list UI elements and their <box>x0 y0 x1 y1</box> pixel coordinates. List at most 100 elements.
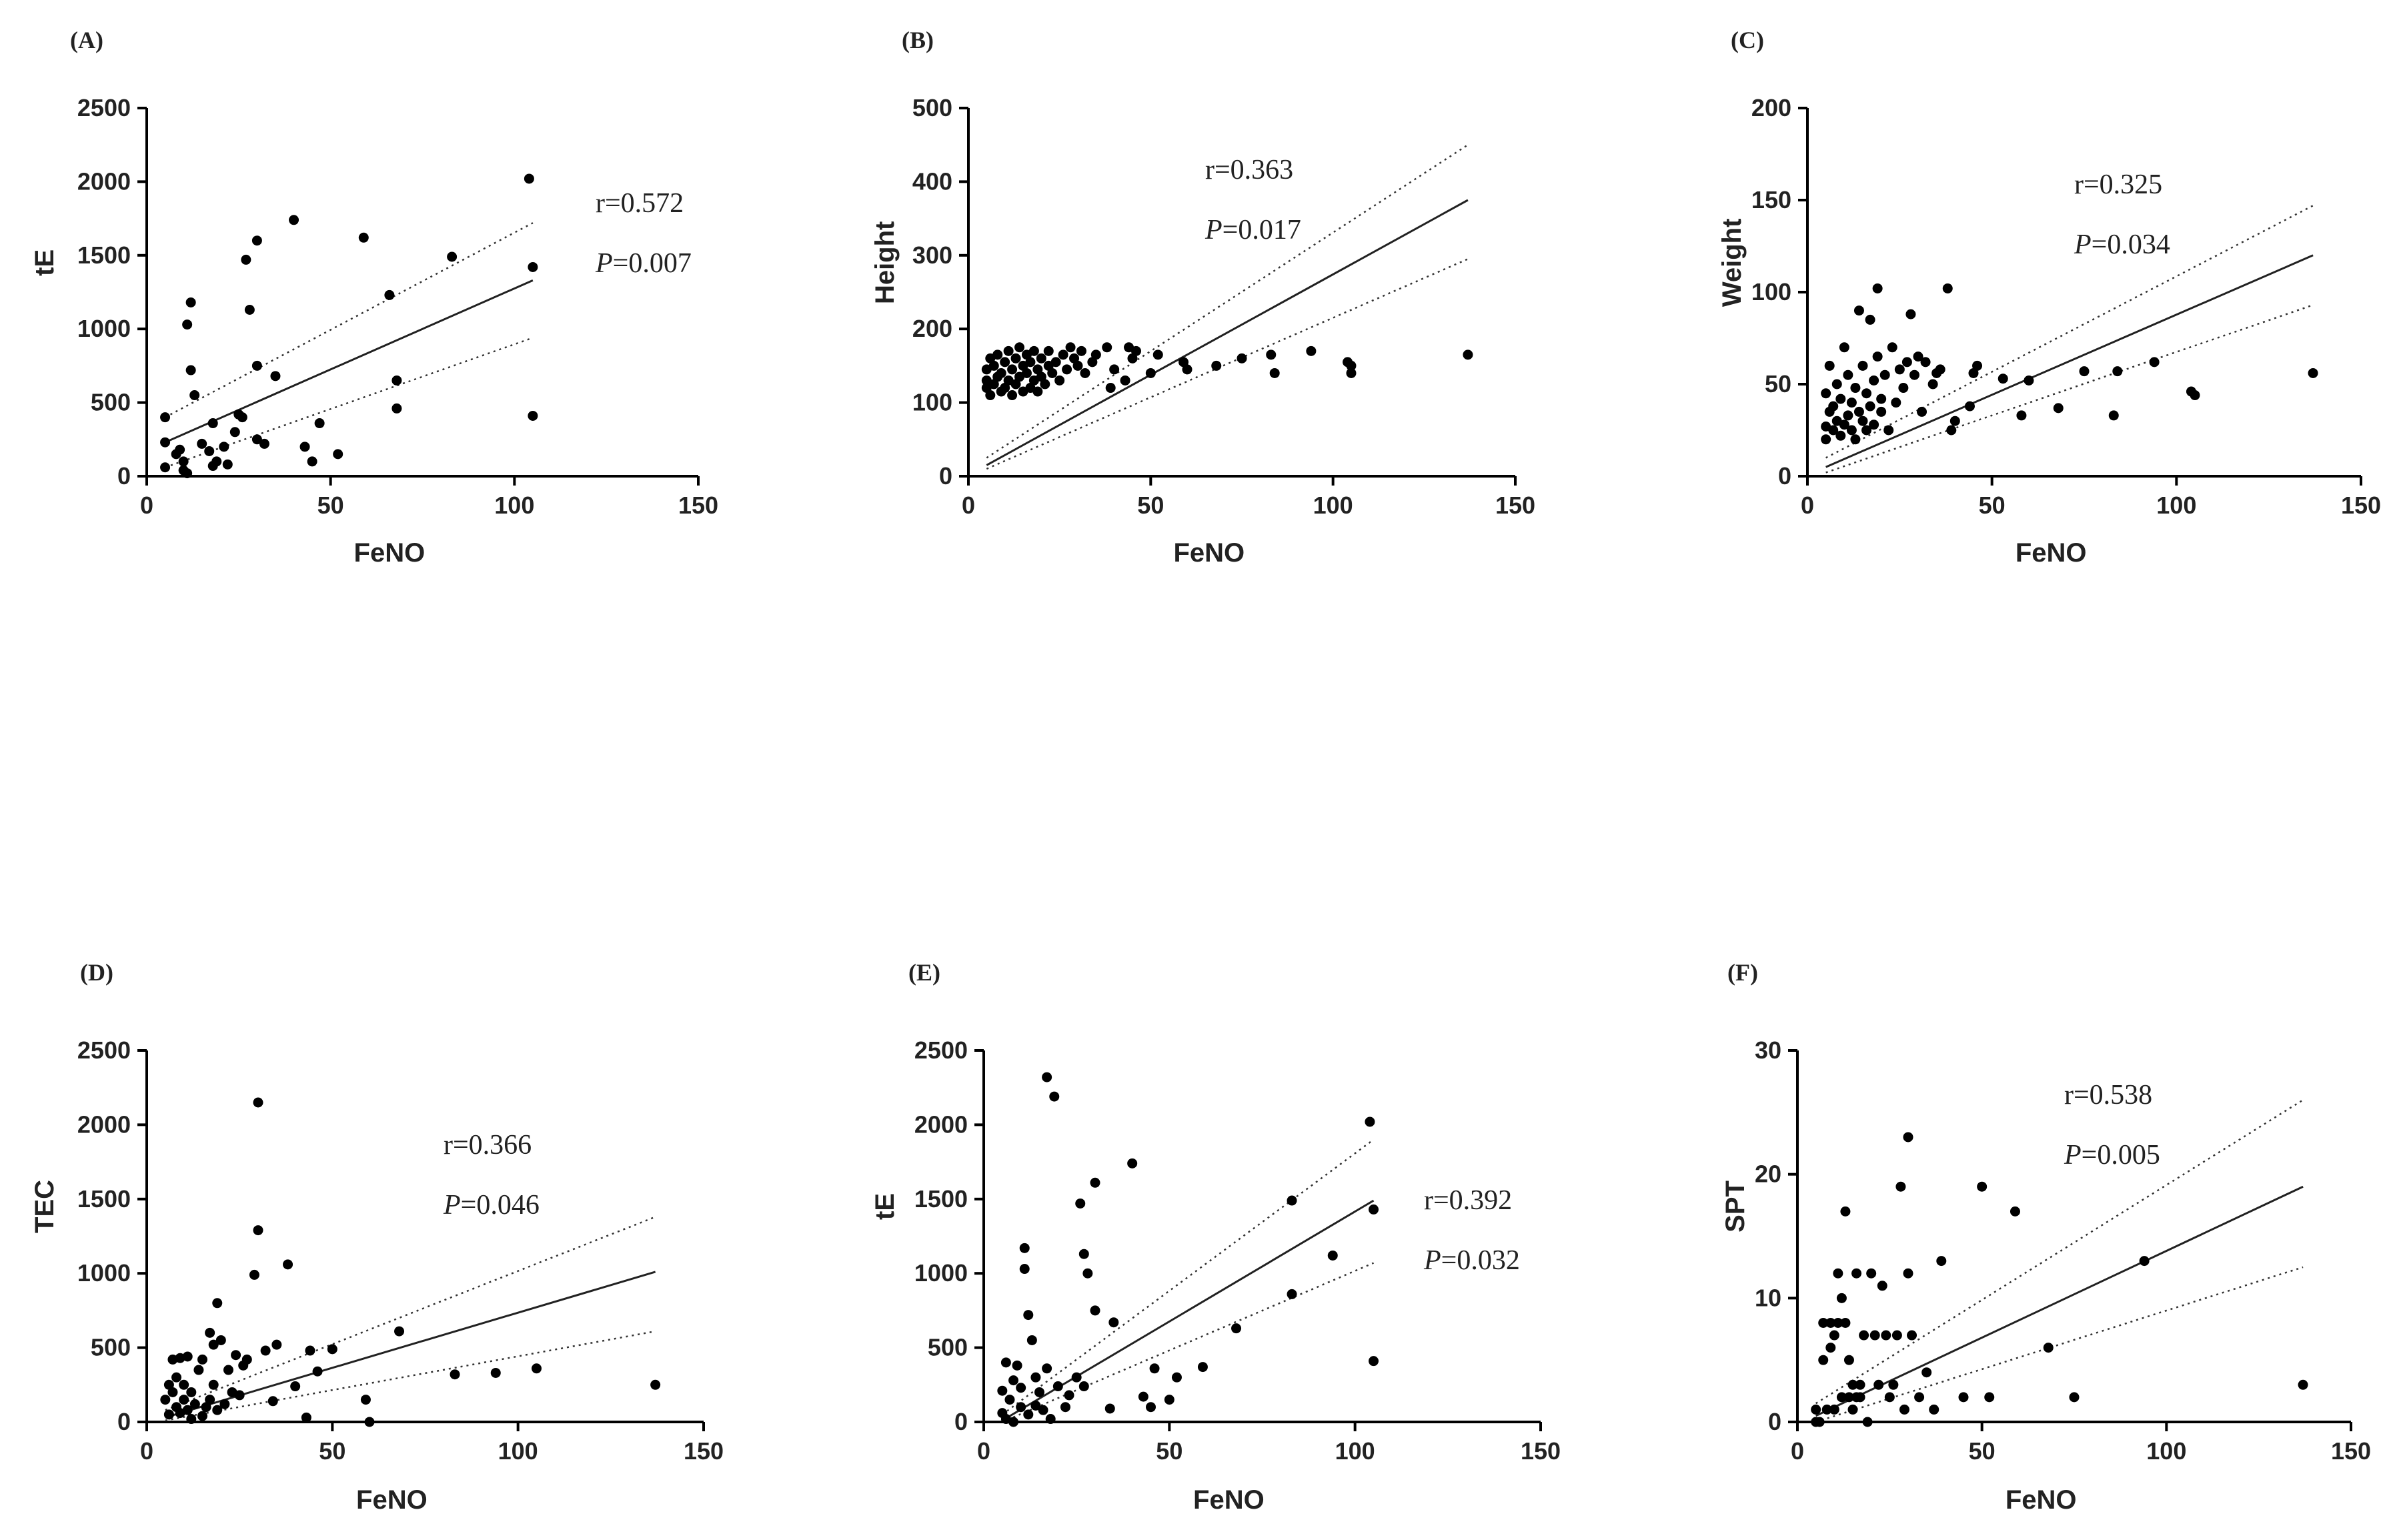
x-tick-label: 50 <box>317 492 344 519</box>
x-tick-label: 0 <box>1791 1437 1804 1465</box>
x-tick-label: 100 <box>2146 1437 2186 1465</box>
x-tick-label: 0 <box>1801 492 1814 519</box>
data-point <box>289 215 299 225</box>
x-axis-label: FeNO <box>2006 1485 2077 1515</box>
data-point <box>1818 1317 1829 1328</box>
data-point <box>650 1379 661 1390</box>
data-point <box>1884 1392 1895 1403</box>
data-point <box>1821 388 1831 399</box>
data-point <box>1062 364 1072 375</box>
data-point <box>1050 357 1061 367</box>
y-tick-label: 400 <box>912 167 952 195</box>
regression-line <box>1815 1185 2304 1417</box>
data-point <box>1028 345 1039 356</box>
data-point <box>251 434 262 445</box>
data-point <box>1036 353 1046 363</box>
data-point <box>1862 1417 1873 1427</box>
data-point <box>1821 421 1831 432</box>
data-point <box>2308 367 2318 378</box>
data-point <box>1843 369 1853 380</box>
data-point <box>1000 357 1010 367</box>
ci-upper-line <box>164 222 534 418</box>
x-tick-label: 150 <box>2331 1437 2371 1465</box>
data-point <box>2010 1206 2020 1217</box>
x-tick-label: 0 <box>962 492 975 519</box>
data-point <box>208 1379 219 1390</box>
data-point <box>1887 342 1897 353</box>
y-tick-label: 2000 <box>914 1110 968 1138</box>
y-tick-label: 30 <box>1755 1036 1781 1064</box>
data-point <box>167 1354 178 1365</box>
ci-upper-line <box>1815 1099 2304 1405</box>
data-point <box>175 444 185 455</box>
data-point <box>1016 1402 1026 1413</box>
data-point <box>1237 353 1247 363</box>
data-point <box>1049 1091 1060 1102</box>
data-point <box>1814 1417 1825 1427</box>
data-point <box>1346 367 1357 378</box>
data-point <box>1946 425 1957 436</box>
regression-line <box>1002 1199 1375 1422</box>
data-point <box>1936 1256 1947 1267</box>
data-point <box>1869 375 1879 386</box>
data-point <box>1306 345 1317 356</box>
y-tick-label: 0 <box>939 462 952 490</box>
data-point <box>189 390 200 401</box>
data-point <box>160 412 171 423</box>
data-point <box>524 173 534 184</box>
scatter-panel: (C) 0 50 100 150 200 0 50 100 150 FeNO Weight r=0.32… <box>1717 27 2381 568</box>
data-point <box>253 1225 263 1236</box>
data-point <box>1052 1381 1063 1392</box>
data-point <box>1921 1367 1932 1378</box>
data-point <box>212 1298 223 1309</box>
data-point <box>1833 1268 1843 1279</box>
data-point <box>1903 1268 1913 1279</box>
data-point <box>1909 369 1919 380</box>
data-point <box>1127 1158 1138 1169</box>
p-symbol: P <box>1423 1245 1441 1276</box>
ci-upper-line <box>1002 1138 1375 1415</box>
data-point <box>1888 1379 1899 1390</box>
data-point <box>237 412 247 423</box>
x-tick-label: 100 <box>2156 492 2196 519</box>
data-point <box>1853 305 1864 316</box>
p-number: =0.034 <box>2092 229 2170 260</box>
data-point <box>1903 1132 1913 1142</box>
data-point <box>1047 367 1058 378</box>
data-point <box>997 1385 1008 1396</box>
data-point <box>2079 366 2090 377</box>
data-point <box>1831 379 1842 390</box>
scatter-panel: (A) 0 500 1000 1500 2000 2500 0 50 100 150 FeNO tE r=… <box>30 27 718 568</box>
data-point <box>1853 406 1864 417</box>
data-point <box>182 1405 193 1415</box>
p-number: =0.005 <box>2082 1140 2160 1171</box>
p-value: P=0.034 <box>2074 229 2170 260</box>
data-point <box>244 304 255 315</box>
r-value: r=0.325 <box>2074 169 2162 200</box>
y-tick-label: 500 <box>91 1334 131 1361</box>
data-point <box>1012 1360 1022 1371</box>
data-point <box>1054 375 1065 386</box>
data-point <box>312 1366 323 1377</box>
data-point <box>1004 1395 1015 1405</box>
panel-label: (B) <box>902 27 934 53</box>
x-tick-label: 50 <box>1979 492 2006 519</box>
data-point <box>1064 1390 1074 1401</box>
scatter-panel: (F) 0 10 20 30 0 50 100 150 FeNO SPT r=0.538 P=0.005 <box>1721 959 2371 1515</box>
data-point <box>1883 425 1894 436</box>
data-point <box>2112 366 2123 377</box>
data-point <box>185 365 196 375</box>
data-point <box>1019 1264 1030 1275</box>
data-point <box>271 1339 282 1350</box>
regression-line <box>986 199 1469 466</box>
data-point <box>207 418 218 429</box>
data-point <box>2069 1392 2080 1403</box>
data-point <box>1873 1379 1884 1390</box>
y-axis-label: tE <box>870 1193 900 1220</box>
y-tick-label: 2500 <box>77 94 131 121</box>
y-tick-label: 1000 <box>77 1259 131 1287</box>
data-point <box>204 446 215 456</box>
data-point <box>222 459 233 470</box>
data-point <box>1080 367 1090 378</box>
x-tick-label: 100 <box>1313 492 1353 519</box>
